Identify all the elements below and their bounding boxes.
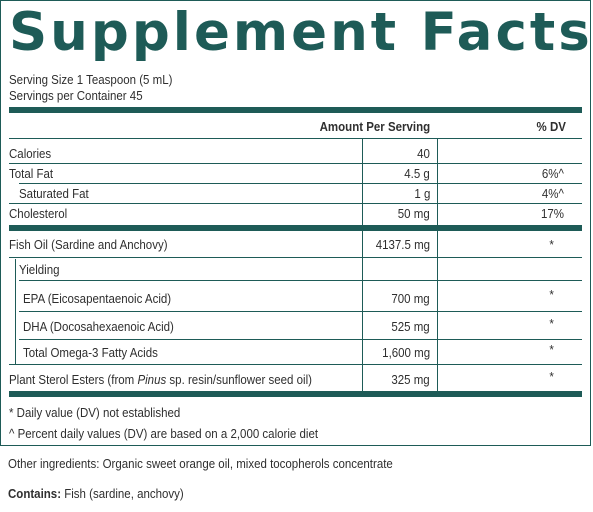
row-name: EPA (Eicosapentaenoic Acid): [23, 292, 172, 306]
row-amount: 1 g: [414, 187, 430, 201]
dv-header: % DV: [536, 120, 566, 134]
plant-sterol-row-name: Plant Sterol Esters (from Pinus sp. resi…: [9, 372, 312, 388]
row-divider: [19, 280, 582, 281]
row-amount: 1,600 mg: [382, 346, 430, 360]
row-name: Total Fat: [9, 167, 54, 181]
indent-divider: [15, 259, 16, 364]
row-amount: 525 mg: [391, 320, 430, 334]
divider-thick: [9, 225, 582, 231]
row-divider: [19, 311, 582, 312]
column-divider: [437, 138, 438, 391]
divider-thick: [9, 391, 582, 397]
row-dv: *: [549, 370, 554, 384]
contains-label: Contains:: [8, 487, 62, 501]
footnote: ^ Percent daily values (DV) are based on…: [9, 427, 319, 441]
row-divider: [9, 203, 582, 204]
servings-per-container: Servings per Container 45: [9, 89, 143, 103]
row-dv: 17%: [540, 207, 564, 221]
divider-thick: [9, 107, 582, 113]
column-divider: [362, 138, 363, 391]
divider-thin: [9, 138, 582, 139]
row-name-italic: Pinus: [137, 373, 167, 387]
row-amount: 325 mg: [391, 373, 430, 387]
row-name: Cholesterol: [9, 207, 68, 221]
row-name: Fish Oil (Sardine and Anchovy): [9, 238, 168, 252]
row-divider: [19, 183, 582, 184]
row-dv: *: [549, 238, 554, 252]
row-divider: [9, 257, 582, 258]
row-dv: *: [549, 288, 554, 302]
row-amount: 700 mg: [391, 292, 430, 306]
supplement-facts-panel: Supplement Facts Serving Size 1 Teaspoon…: [0, 0, 591, 446]
row-name: DHA (Docosahexaenoic Acid): [23, 320, 174, 334]
row-name-suffix: sp. resin/sunflower seed oil): [166, 373, 312, 387]
row-divider: [9, 163, 582, 164]
footnote: * Daily value (DV) not established: [9, 406, 181, 420]
other-ingredients: Other ingredients: Organic sweet orange …: [8, 457, 393, 471]
row-dv: *: [549, 317, 554, 331]
panel-title: Supplement Facts: [9, 2, 593, 63]
row-name: Total Omega-3 Fatty Acids: [23, 346, 158, 360]
contains-value: Fish (sardine, anchovy): [61, 487, 184, 501]
row-dv: *: [549, 343, 554, 357]
row-name: Calories: [9, 147, 52, 161]
row-name-prefix: Plant Sterol Esters (from: [9, 373, 138, 387]
row-divider: [9, 364, 582, 365]
row-amount: 40: [417, 147, 430, 161]
row-name: Saturated Fat: [19, 187, 89, 201]
row-name: Yielding: [19, 263, 60, 277]
amount-per-serving-header: Amount Per Serving: [319, 120, 430, 134]
row-amount: 50 mg: [398, 207, 430, 221]
row-amount: 4.5 g: [404, 167, 430, 181]
serving-size: Serving Size 1 Teaspoon (5 mL): [9, 73, 173, 87]
row-divider: [19, 339, 582, 340]
row-dv: 4%^: [541, 187, 564, 201]
row-amount: 4137.5 mg: [375, 238, 430, 252]
contains-line: Contains: Fish (sardine, anchovy): [8, 486, 184, 502]
row-dv: 6%^: [541, 167, 564, 181]
